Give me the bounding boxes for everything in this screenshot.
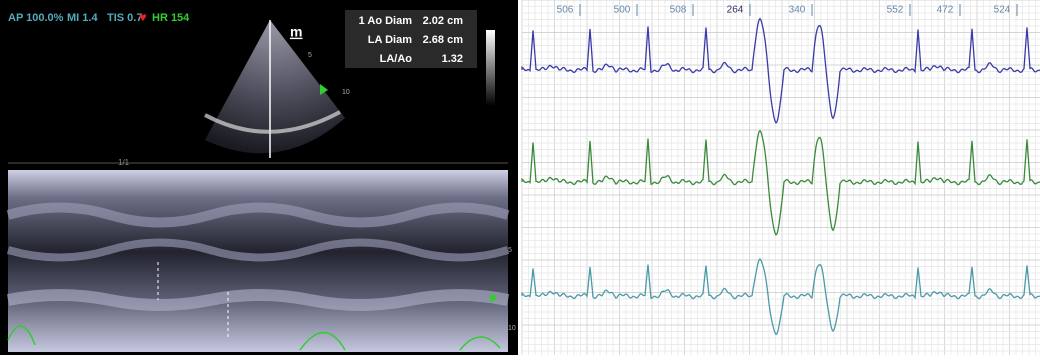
interval-label: 472	[937, 5, 954, 16]
heart-icon: ♥	[139, 9, 147, 24]
interval-label: 500	[614, 5, 631, 16]
gray-scale-bar	[486, 30, 495, 106]
interval-label: 508	[670, 5, 687, 16]
interval-label: 264	[727, 5, 744, 16]
measurement-label: 1 Ao Diam	[359, 15, 413, 27]
timeline-label: 1/1	[118, 158, 130, 167]
interval-label: 506	[557, 5, 574, 16]
interval-label: 524	[994, 5, 1011, 16]
depth-label: 5	[508, 247, 512, 254]
interval-label: 552	[887, 5, 904, 16]
measurement-value: 2.68 cm	[423, 34, 464, 46]
status-ap: AP 100.0%	[8, 12, 64, 24]
measurement-value: 2.02 cm	[423, 15, 464, 27]
depth-label: 5	[308, 52, 312, 59]
mode-label: m	[290, 24, 302, 40]
measurement-label: LA/Ao	[380, 53, 413, 65]
ecg-panel: 506 500 508 264 340 552 472 524	[522, 0, 1040, 355]
depth-label: 10	[508, 325, 516, 332]
status-mi: MI 1.4	[67, 12, 98, 24]
interval-label: 340	[789, 5, 806, 16]
status-tis: TIS 0.7	[107, 12, 142, 24]
screen: AP 100.0% MI 1.4 TIS 0.7 ♥ HR 154 m 5 10…	[0, 0, 1040, 355]
measurement-label: LA Diam	[368, 34, 412, 46]
measurement-value: 1.32	[442, 53, 463, 65]
status-hr: HR 154	[152, 12, 190, 24]
depth-label: 10	[342, 89, 350, 96]
page: AP 100.0% MI 1.4 TIS 0.7 ♥ HR 154 m 5 10…	[0, 0, 1040, 355]
